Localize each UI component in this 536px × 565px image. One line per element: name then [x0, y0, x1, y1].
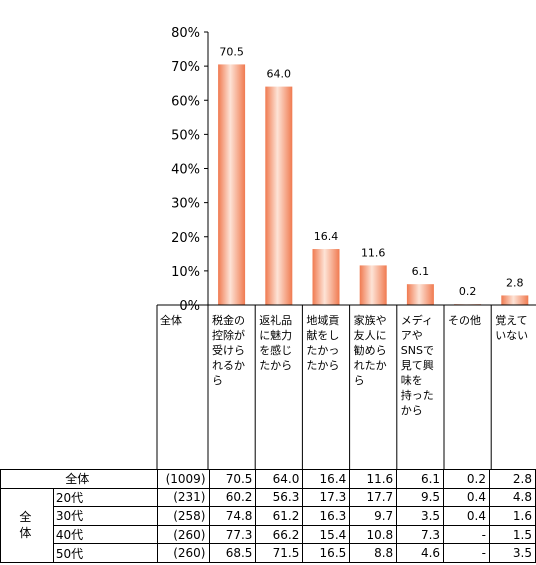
- table-row: 全体 20代 (231) 60.2 56.3 17.3 17.7 9.5 0.4 4.8: [0, 487, 536, 563]
- bars: [218, 64, 529, 305]
- table-cell: 1.5: [488, 524, 536, 545]
- sample-size: (231): [156, 487, 210, 508]
- category-label: 覚えて いない: [495, 314, 529, 342]
- table-cell: 60.2: [208, 487, 257, 508]
- table-cell: 17.3: [302, 487, 351, 508]
- sample-size: (260): [156, 543, 210, 563]
- category-label: メディ アや SNSで 見て興 味を 持った から: [400, 314, 434, 417]
- table-cell: 2.8: [488, 469, 536, 489]
- value-label: 11.6: [361, 246, 386, 259]
- corner-label: 全体: [160, 314, 182, 327]
- category-label: 家族や 友人に 勧めら れたから: [353, 314, 387, 387]
- sample-size: (258): [156, 506, 210, 526]
- table-cell: 70.5: [208, 469, 257, 489]
- table-cell: 56.3: [255, 487, 304, 508]
- table-cell: 4.8: [488, 487, 536, 508]
- bar: [359, 265, 387, 305]
- table-cell: 77.3: [208, 524, 257, 545]
- bar: [265, 86, 293, 305]
- table-cell: 15.4: [302, 524, 351, 545]
- table-cell: 8.8: [349, 543, 398, 563]
- sample-size: (1009): [156, 469, 210, 489]
- value-label: 70.5: [219, 45, 244, 58]
- table-cell: 3.5: [488, 543, 536, 563]
- table-cell: 71.5: [255, 543, 304, 563]
- y-tick-label: 70%: [171, 60, 200, 75]
- category-label: 税金の 控除が 受けら れるから: [212, 314, 245, 387]
- row-label: 50代: [52, 543, 158, 563]
- group-label: 全体: [0, 487, 54, 563]
- table-cell: 4.6: [396, 543, 445, 563]
- table-row: 全体 (1009) 70.5 64.0 16.4 11.6 6.1 0.2 2.8: [0, 469, 536, 489]
- value-labels: 70.5 64.0 16.4 11.6 6.1 0.2 2.8: [219, 45, 523, 298]
- table-cell: 9.7: [349, 506, 398, 526]
- table-row: 50代 (260) 68.5 71.5 16.5 8.8 4.6-3.5: [1, 543, 536, 563]
- table-row: 30代 (258) 74.8 61.2 16.3 9.7 3.5 0.4 1.6: [1, 506, 536, 526]
- table-row: 40代 (260) 77.3 66.2 15.4 10.8 7.3-1.5: [1, 524, 536, 545]
- y-tick-label: 0%: [179, 299, 200, 314]
- table-cell: -: [443, 543, 490, 563]
- table-cell: 74.8: [208, 506, 257, 526]
- y-tick-label: 10%: [171, 265, 200, 280]
- table-cell: 64.0: [255, 469, 304, 489]
- y-tick-label: 50%: [171, 128, 200, 143]
- category-label: 地域貢 献をし たかっ たから: [306, 314, 340, 372]
- value-label: 16.4: [314, 230, 339, 243]
- table-cell: 1.6: [488, 506, 536, 526]
- table-cell: 7.3: [396, 524, 445, 545]
- table-cell: 16.3: [302, 506, 351, 526]
- y-tick-label: 60%: [171, 94, 200, 109]
- value-label: 64.0: [267, 68, 292, 81]
- bar: [218, 64, 246, 305]
- y-tick-label: 80%: [171, 26, 200, 41]
- bar-chart: 0% 10% 20% 30% 40% 50% 60% 70% 80% 70.5 64.0 16.4 1…: [156, 26, 536, 469]
- table-cell: 0.4: [443, 506, 490, 526]
- data-table: 全体 (1009) 70.5 64.0 16.4 11.6 6.1 0.2 2.8 全体 20代 (2…: [0, 469, 536, 563]
- table-cell: 6.1: [396, 469, 445, 489]
- table-cell: 68.5: [208, 543, 257, 563]
- table-cell: 10.8: [349, 524, 398, 545]
- table-cell: 9.5: [396, 487, 445, 508]
- table-cell: -: [443, 524, 490, 545]
- table-cell: 0.4: [443, 487, 490, 508]
- table-cell: 16.4: [302, 469, 351, 489]
- value-label: 0.2: [459, 285, 477, 298]
- sample-size: (260): [156, 524, 210, 545]
- category-frame: [156, 304, 536, 469]
- table-cell: 16.5: [302, 543, 351, 563]
- value-label: 6.1: [412, 265, 430, 278]
- table-cell: 11.6: [349, 469, 398, 489]
- row-label: 40代: [52, 524, 158, 545]
- table-cell: 0.2: [443, 469, 490, 489]
- y-tick-label: 30%: [171, 197, 200, 212]
- table-cell: 3.5: [396, 506, 445, 526]
- row-label: 全体: [0, 469, 158, 489]
- bar: [406, 284, 434, 305]
- bar: [501, 295, 529, 305]
- category-label: その他: [448, 314, 481, 327]
- table-cell: 17.7: [349, 487, 398, 508]
- category-label: 返礼品 に魅力 を感じ たから: [259, 314, 293, 372]
- table-cell: 61.2: [255, 506, 304, 526]
- y-tick-label: 20%: [171, 231, 200, 246]
- row-label: 20代: [52, 487, 158, 508]
- value-label: 2.8: [506, 276, 524, 289]
- row-label: 30代: [52, 506, 158, 526]
- y-tick-label: 40%: [171, 163, 200, 178]
- table-cell: 66.2: [255, 524, 304, 545]
- y-axis: 0% 10% 20% 30% 40% 50% 60% 70% 80%: [171, 26, 209, 314]
- bar: [312, 249, 340, 305]
